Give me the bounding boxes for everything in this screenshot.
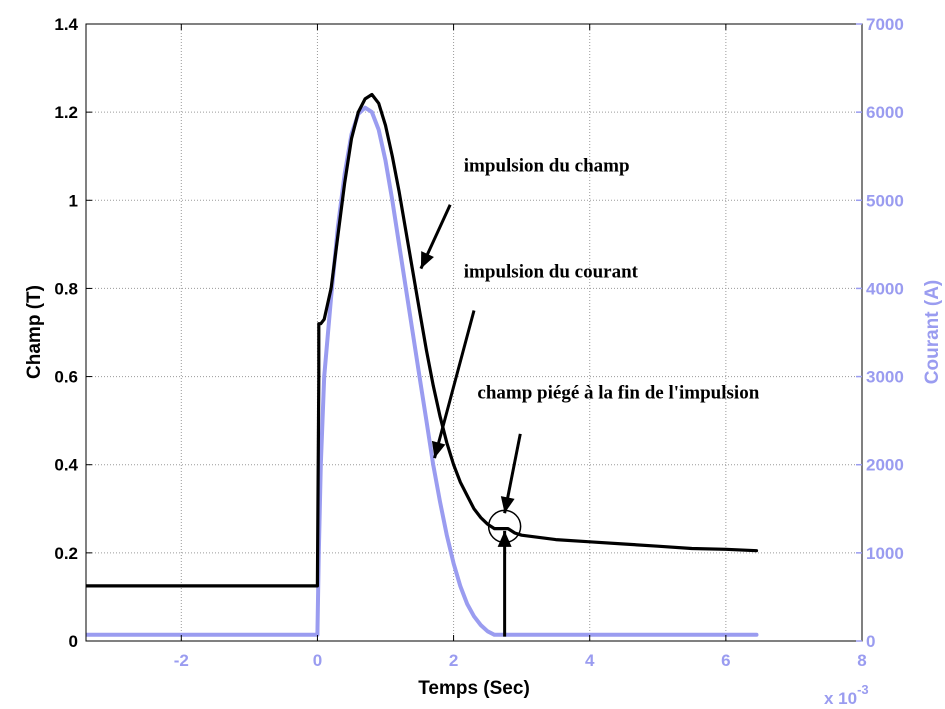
y-left-tick-label: 0.8 bbox=[54, 279, 78, 298]
y-left-tick-label: 1.4 bbox=[54, 15, 78, 34]
y-left-tick-label: 0.4 bbox=[54, 456, 78, 475]
annotation-text: impulsion du champ bbox=[464, 156, 630, 177]
y-left-tick-label: 0.2 bbox=[54, 544, 78, 563]
x-multiplier-label: x 10-3 bbox=[824, 682, 869, 708]
x-tick-label: 6 bbox=[721, 651, 730, 670]
series-group bbox=[86, 92, 759, 637]
annotation-arrow-2-head bbox=[431, 440, 446, 459]
annotations-group: impulsion du champ impulsion du courant ch… bbox=[419, 156, 760, 637]
y-left-tick-label: 1.2 bbox=[54, 103, 78, 122]
y-right-tick-label: 5000 bbox=[866, 191, 904, 210]
x-multiplier-exponent: -3 bbox=[857, 682, 869, 697]
annotation-arrow-1-head bbox=[420, 251, 434, 269]
y-left-tick-label: 0 bbox=[69, 632, 78, 651]
annotation-text: champ piégé à la fin de l'impulsion bbox=[477, 383, 759, 404]
y-right-tick-label: 4000 bbox=[866, 279, 904, 298]
y-left-tick-label: 0.6 bbox=[54, 368, 78, 387]
annotation-arrow-3-head bbox=[500, 496, 515, 514]
ticks-group: -2 0 2 4 6 800.20.40.60.811.21.40100020003000… bbox=[54, 15, 903, 670]
labels-group: Temps (Sec) Champ (T) Courant (A) x 10-3 bbox=[24, 280, 943, 708]
y-right-tick-label: 2000 bbox=[866, 456, 904, 475]
x-tick-label: 8 bbox=[857, 651, 866, 670]
y-right-tick-label: 0 bbox=[866, 632, 875, 651]
y-right-tick-label: 7000 bbox=[866, 15, 904, 34]
y-axis-left-label: Champ (T) bbox=[24, 285, 45, 379]
vertical-arrow-head bbox=[497, 530, 512, 547]
x-tick-label: 0 bbox=[313, 651, 322, 670]
y-axis-right-label: Courant (A) bbox=[922, 280, 943, 384]
x-tick-label: 4 bbox=[585, 651, 595, 670]
grid-lines bbox=[86, 24, 862, 641]
y-right-tick-label: 6000 bbox=[866, 103, 904, 122]
plot-background bbox=[86, 24, 862, 641]
annotation-arrow-2-shaft bbox=[433, 310, 476, 459]
y-right-tick-label: 1000 bbox=[866, 544, 904, 563]
series-champ-line bbox=[86, 92, 759, 588]
y-left-tick-label: 1 bbox=[69, 191, 78, 210]
x-tick-label: -2 bbox=[174, 651, 189, 670]
x-axis-label: Temps (Sec) bbox=[418, 678, 530, 699]
x-multiplier-base: x 10 bbox=[824, 689, 857, 708]
x-tick-label: 2 bbox=[449, 651, 458, 670]
annotation-text: impulsion du courant bbox=[464, 261, 639, 282]
y-right-tick-label: 3000 bbox=[866, 368, 904, 387]
plot-frame bbox=[85, 23, 863, 642]
